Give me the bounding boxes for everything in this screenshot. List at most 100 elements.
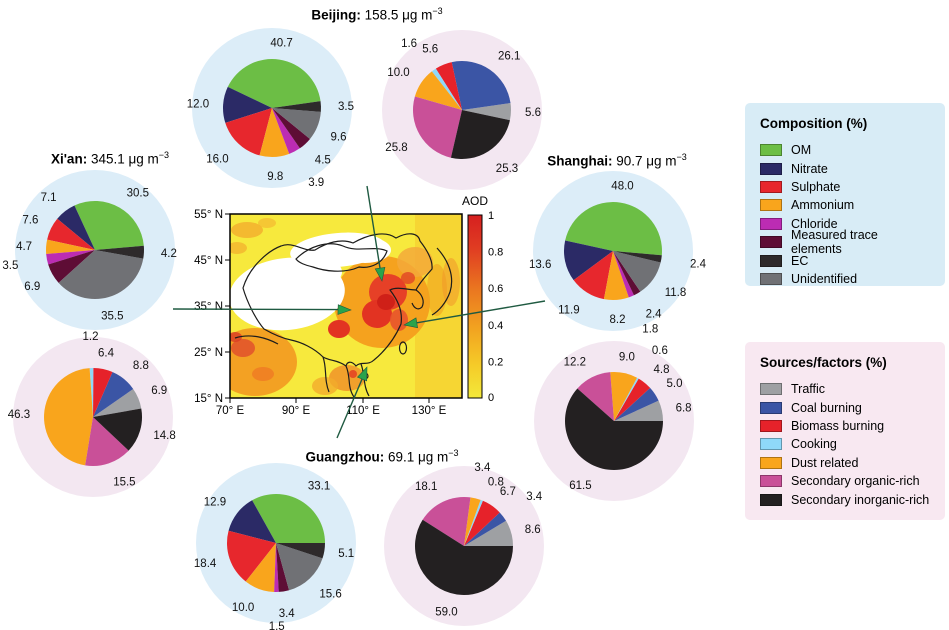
city-name-guangzhou: Guangzhou: <box>305 449 385 465</box>
colorbar-tick-1: 1 <box>488 210 494 222</box>
legend-swatch-coal-burning <box>760 401 782 414</box>
pie-slice-cooking <box>614 377 639 421</box>
pie-slice-measured-trace-elements <box>48 250 95 283</box>
legend-item-coal-burning: Coal burning <box>760 398 930 416</box>
legend-composition: Composition (%) OM Nitrate Sulphate Ammoniu… <box>745 103 945 286</box>
y-tick-25n: 25° N <box>194 347 223 359</box>
pie-value-label-coal-burning: 26.1 <box>498 50 520 62</box>
legend-item-chloride: Chloride <box>760 215 930 233</box>
pie-value-label-om: 33.1 <box>308 481 330 493</box>
pie-shanghai-sources: 6.8 5.0 4.8 0.6 9.0 12.2 61.5 <box>534 341 694 501</box>
pie-value-label-biomass-burning: 6.7 <box>500 486 516 498</box>
pie-slice-unidentified <box>276 543 323 591</box>
city-title-shanghai: Shanghai: 90.7 μg m−3 <box>512 152 722 169</box>
legend-item-ammonium: Ammonium <box>760 196 930 214</box>
pie-value-label-secondary-inorganic-rich: 25.3 <box>496 163 518 175</box>
pie-value-label-chloride: 3.5 <box>2 260 18 272</box>
city-title-xian: Xi'an: 345.1 μg m−3 <box>20 150 200 167</box>
pie-value-label-ec: 3.5 <box>338 101 354 113</box>
x-tick-110e: 110° E <box>346 405 380 417</box>
legend-label-ammonium: Ammonium <box>791 198 855 213</box>
pie-value-label-nitrate: 7.1 <box>41 192 57 204</box>
legend-item-unidentified: Unidentified <box>760 270 930 288</box>
legend-swatch-unidentified <box>760 272 782 285</box>
city-units-exp-xian: −3 <box>158 150 170 160</box>
pie-slice-nitrate <box>564 240 613 281</box>
pie-value-label-traffic: 6.8 <box>676 403 692 415</box>
legend-label-measured-trace-elements: Measured trace elements <box>791 228 878 257</box>
pie-slice-traffic <box>93 388 142 417</box>
legend-item-cooking: Cooking <box>760 435 930 453</box>
pie-value-label-nitrate: 12.0 <box>187 99 209 111</box>
pie-value-label-cooking: 1.2 <box>83 331 99 343</box>
legend-label-traffic: Traffic <box>791 382 826 397</box>
pie-value-label-biomass-burning: 4.8 <box>654 364 670 376</box>
pie-value-label-traffic: 5.6 <box>525 107 541 119</box>
legend-swatch-biomass-burning <box>760 419 782 432</box>
legend-swatch-ammonium <box>760 199 782 212</box>
pie-slice-ammonium <box>603 251 629 300</box>
x-tick-130e: 130° E <box>412 405 447 417</box>
legend-label-cooking: Cooking <box>791 437 837 452</box>
legend-item-secondary-organic-rich: Secondary organic-rich <box>760 472 930 490</box>
pie-slice-biomass-burning <box>464 500 500 546</box>
connector-line-shanghai <box>416 300 546 324</box>
pie-value-label-chloride: 3.9 <box>308 177 324 189</box>
pie-value-label-sulphate: 16.0 <box>206 154 228 166</box>
legend-label-biomass-burning: Biomass burning <box>791 418 885 433</box>
pie-slice-chloride <box>613 251 634 298</box>
legend-item-traffic: Traffic <box>760 380 930 398</box>
legend-item-sulphate: Sulphate <box>760 178 930 196</box>
pie-slice-ec <box>272 101 321 112</box>
pie-value-label-biomass-burning: 6.4 <box>98 347 115 359</box>
pie-value-label-sulphate: 18.4 <box>194 558 217 570</box>
legend-label-chloride: Chloride <box>791 216 838 231</box>
pie-value-label-unidentified: 11.8 <box>665 287 687 299</box>
pie-slice-cooking <box>464 499 483 546</box>
pie-slice-chloride <box>46 250 95 265</box>
legend-label-secondary-inorganic-rich: Secondary inorganic-rich <box>791 492 930 507</box>
pie-value-label-secondary-organic-rich: 15.5 <box>113 477 135 489</box>
pie-value-label-ec: 4.2 <box>161 248 177 260</box>
pie-guangzhou-composition: 33.1 12.9 18.4 10.0 1.53.4 15.6 5.1 <box>194 463 356 630</box>
y-tick-55n: 55° N <box>194 209 223 221</box>
colorbar-title: AOD <box>462 194 488 208</box>
pie-value-label-dust-related: 10.0 <box>387 67 409 79</box>
pie-slice-nitrate <box>222 86 272 123</box>
pie-slice-dust-related <box>610 372 638 421</box>
pie-value-label-secondary-organic-rich: 25.8 <box>385 142 407 154</box>
pie-shanghai-composition: 48.013.611.98.21.82.411.82.4 <box>529 171 707 335</box>
legend-label-nitrate: Nitrate <box>791 161 828 176</box>
pie-slice-ammonium <box>259 108 290 158</box>
pie-slice-secondary-inorganic-rich <box>93 408 143 451</box>
location-arrow-xian <box>337 304 352 315</box>
pie-value-label-ammonium: 9.8 <box>267 171 283 183</box>
aod-map: 55° N 45° N 35° N 25° N 15° N 70° E 90° … <box>194 194 503 417</box>
pie-slice-cooking <box>431 68 462 110</box>
legend-swatch-sulphate <box>760 180 782 193</box>
pie-value-label-coal-burning: 3.4 <box>526 491 543 503</box>
pie-value-label-traffic: 8.6 <box>525 524 541 536</box>
axis-ticks <box>225 213 430 403</box>
pie-slice-om <box>565 202 662 256</box>
pie-slice-biomass-burning <box>614 378 651 421</box>
city-title-guangzhou: Guangzhou: 69.1 μg m−3 <box>272 448 492 465</box>
city-value-xian: 345.1 μg m <box>87 151 159 167</box>
pie-value-label-unidentified: 35.5 <box>101 311 123 323</box>
legend-swatch-measured-trace-elements <box>760 236 782 249</box>
pie-slice-traffic <box>462 103 511 121</box>
pie-slice-nitrate <box>57 205 95 250</box>
pie-value-label-ammonium: 10.0 <box>232 602 254 614</box>
country-borders <box>234 233 453 398</box>
aod-raster <box>230 214 462 398</box>
pie-slice-traffic <box>614 400 663 421</box>
pie-value-label-coal-burning: 5.0 <box>667 378 683 390</box>
pie-value-label-measured-trace-elements: 4.5 <box>315 154 331 166</box>
pie-value-label-traffic: 6.9 <box>151 385 167 397</box>
pie-slice-chloride <box>274 543 279 593</box>
pie-slice-secondary-inorganic-rich <box>450 110 510 160</box>
pie-slice-measured-trace-elements <box>613 251 641 296</box>
legend-label-secondary-organic-rich: Secondary organic-rich <box>791 474 920 489</box>
